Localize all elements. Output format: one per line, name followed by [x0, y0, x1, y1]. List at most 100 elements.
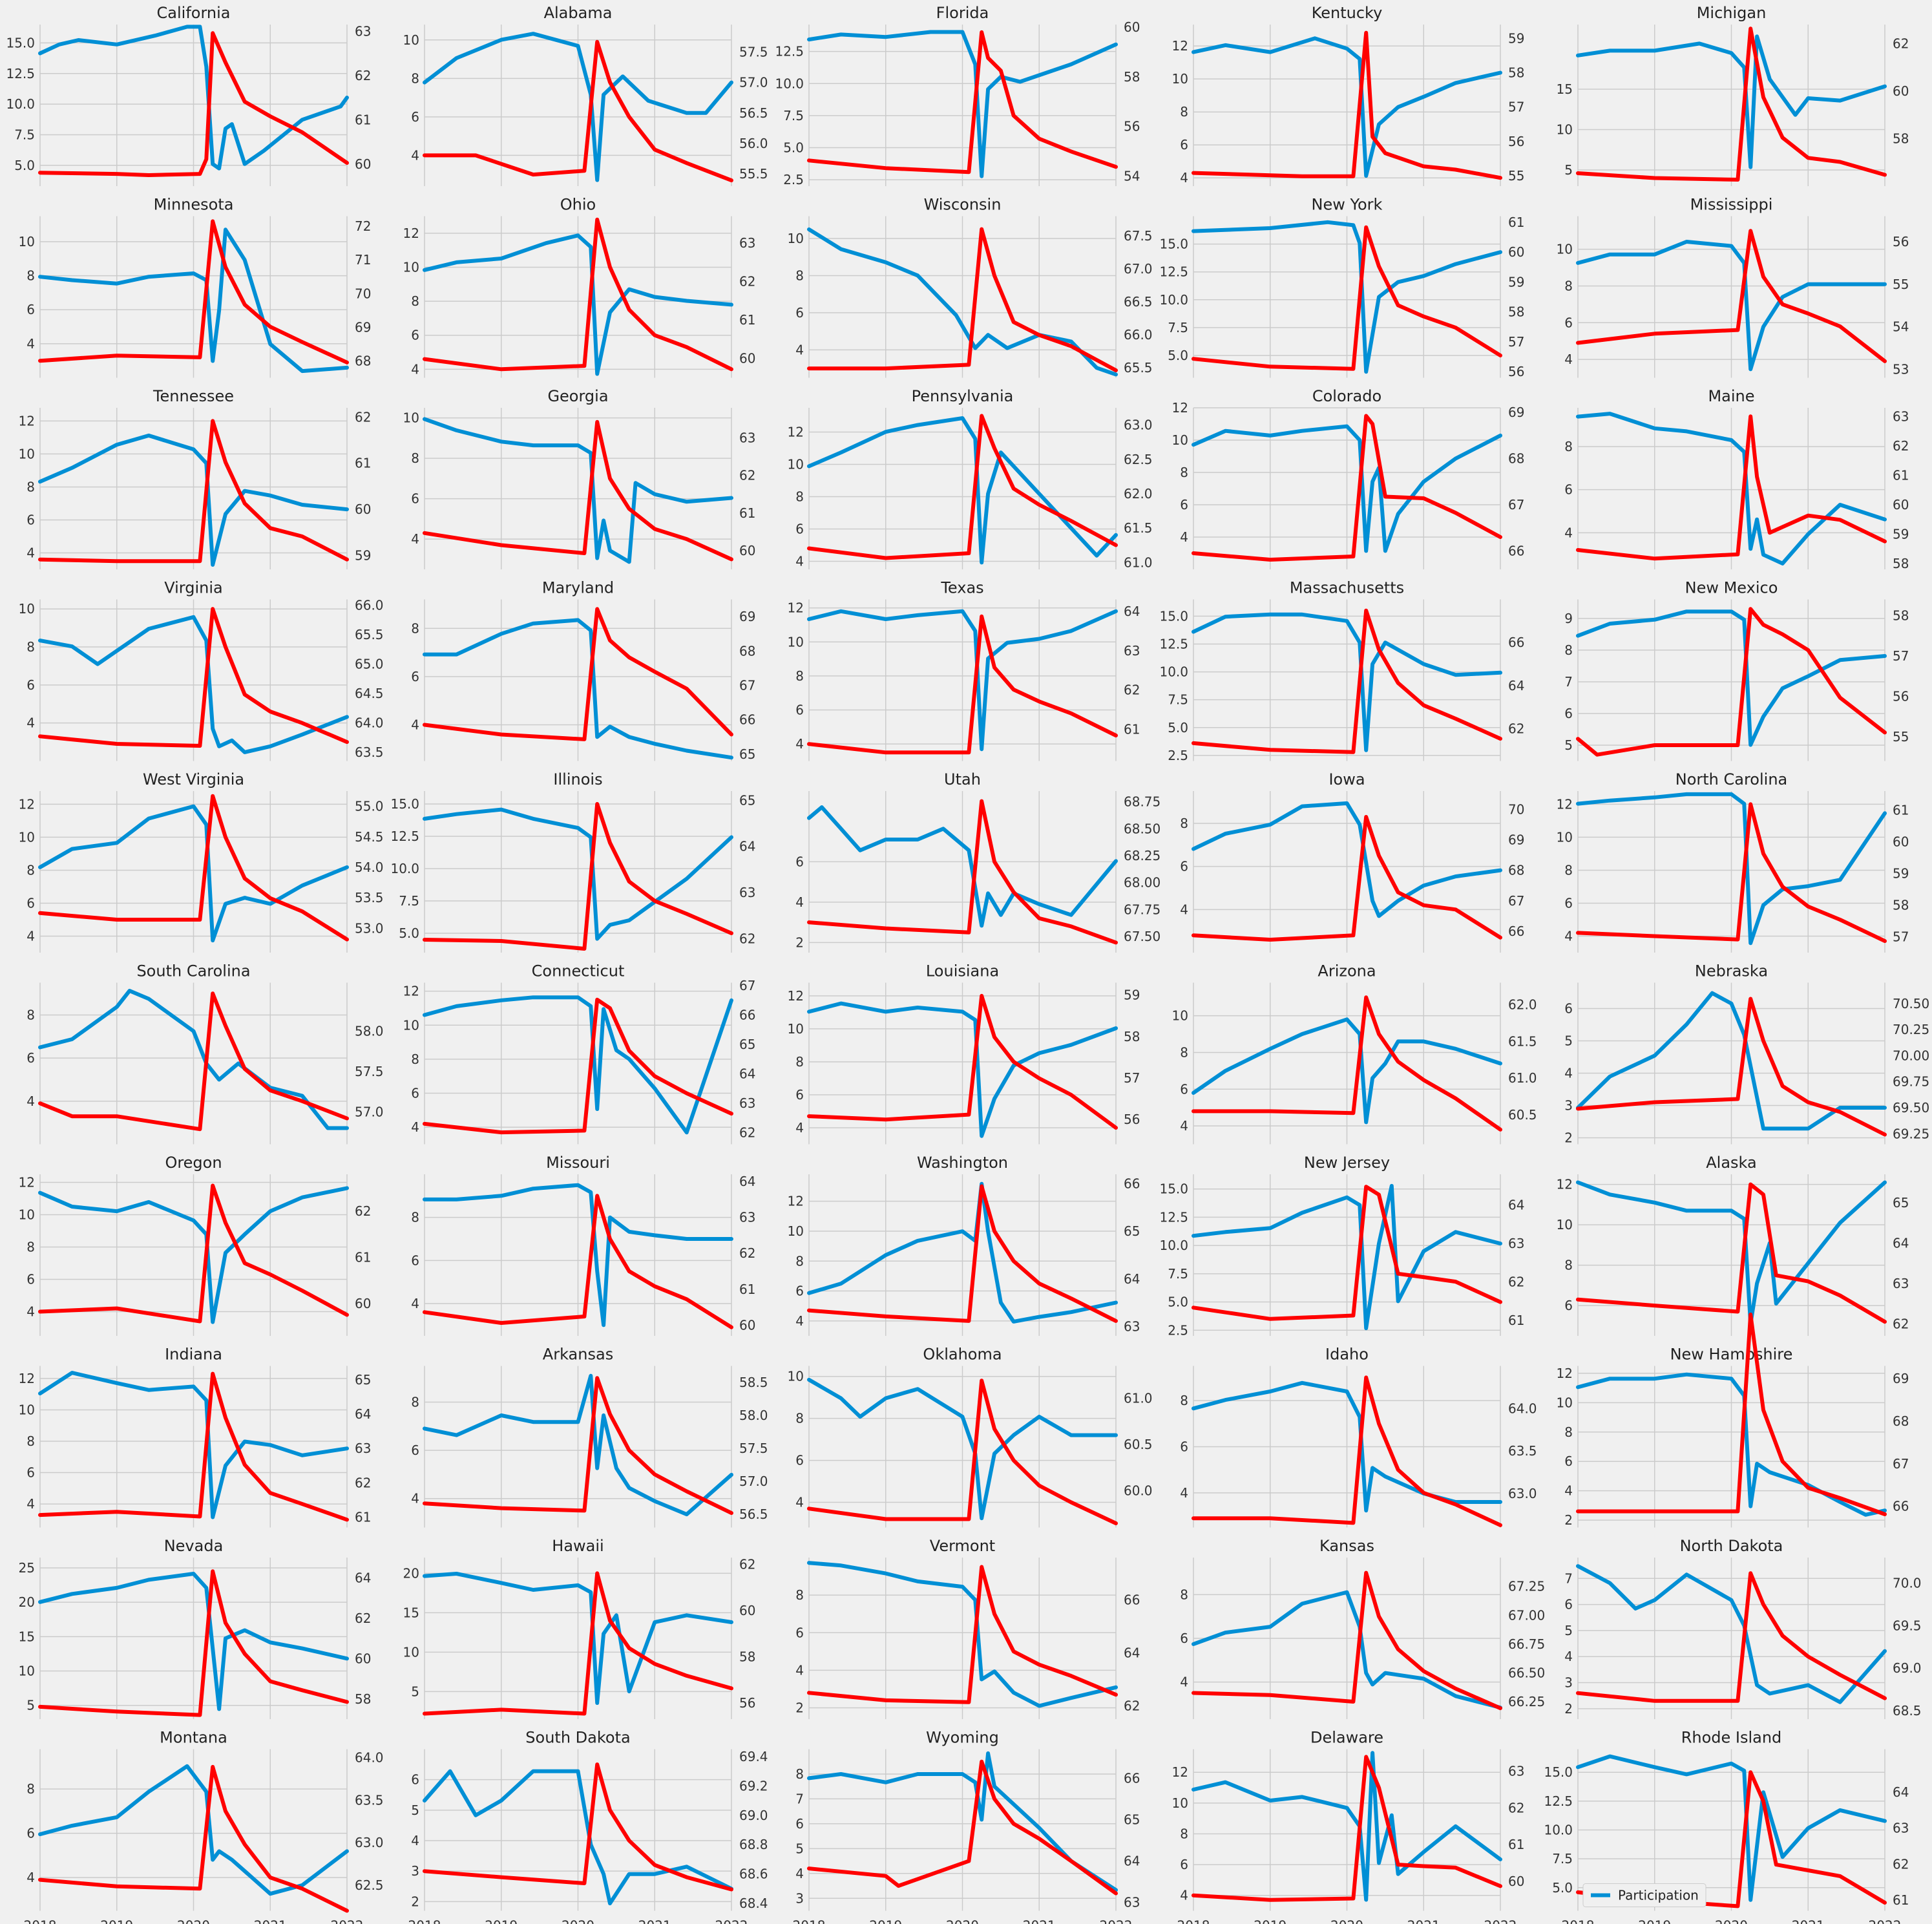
right-tick-label: 69.4	[739, 1749, 768, 1764]
panel-arkansas: 4 6 8 56.5 57.0 57.5 58.0 58.5 Arkansas	[411, 1346, 768, 1528]
right-tick-label: 56	[1893, 234, 1909, 249]
participation-line	[38, 1186, 349, 1324]
participation-line	[38, 1764, 349, 1896]
right-tick-label: 55.0	[355, 799, 384, 814]
left-tick-label: 8	[795, 1411, 804, 1426]
unemployment-line	[807, 614, 1118, 755]
right-tick-label: 69	[1893, 1371, 1909, 1386]
panel-title: Wyoming	[926, 1729, 999, 1747]
right-tick-label: 59	[355, 548, 371, 564]
right-tick-label: 65.0	[355, 657, 384, 672]
left-tick-label: 12	[1557, 1366, 1573, 1381]
right-tick-label: 55	[1893, 277, 1909, 292]
right-tick-label: 63	[355, 23, 371, 39]
left-tick-label: 10	[403, 32, 419, 48]
right-tick-label: 69	[1508, 405, 1524, 420]
unemployment-line	[423, 1762, 733, 1892]
panel-tennessee: 4 6 8 10 12 59 60 61 62 Tennessee	[19, 387, 371, 569]
right-tick-label: 56	[1508, 134, 1524, 149]
right-tick-label: 64	[355, 1406, 371, 1422]
left-tick-label: 2	[411, 1894, 419, 1909]
left-tick-label: 4	[1180, 1675, 1188, 1690]
left-tick-label: 8	[795, 489, 804, 505]
unemployment-line	[423, 1376, 733, 1516]
left-tick-label: 4	[26, 928, 35, 944]
right-tick-label: 60	[1508, 1874, 1524, 1889]
unemployment-line	[807, 993, 1118, 1130]
left-tick-label: 10	[788, 1369, 804, 1384]
left-tick-label: 6	[795, 1625, 804, 1640]
left-tick-label: 10	[19, 601, 35, 617]
participation-line	[807, 805, 1118, 928]
participation-line	[423, 618, 733, 760]
x-tick-label: 2019	[100, 1918, 133, 1924]
right-tick-label: 68.00	[1124, 875, 1160, 891]
left-tick-label: 6	[795, 1284, 804, 1299]
left-tick-label: 7.5	[1552, 1851, 1573, 1866]
left-tick-label: 10	[19, 829, 35, 845]
left-tick-label: 6	[411, 1086, 419, 1101]
right-tick-label: 65.5	[1124, 360, 1153, 375]
unemployment-line	[1192, 225, 1502, 371]
left-tick-label: 6	[411, 1253, 419, 1268]
left-tick-label: 8	[1180, 1393, 1188, 1408]
right-tick-label: 70	[355, 286, 371, 301]
panel-illinois: 5.0 7.5 10.0 12.5 15.0 62 63 64 65 Illinois	[390, 770, 755, 953]
right-tick-label: 61	[355, 112, 371, 127]
right-tick-label: 64	[1508, 678, 1524, 693]
right-tick-label: 55	[1893, 729, 1909, 745]
panel-montana: 4 6 8 62.5 63.0 63.5 64.0 Montana 2018 2019 2020 20…	[24, 1729, 384, 1924]
unemployment-line	[807, 1379, 1118, 1525]
panel-title: Tennessee	[152, 387, 234, 405]
left-tick-label: 12.5	[1159, 264, 1188, 280]
left-tick-label: 6	[1564, 482, 1573, 498]
left-tick-label: 2	[1564, 1701, 1573, 1717]
right-tick-label: 58.5	[739, 1375, 768, 1390]
participation-line	[1192, 36, 1502, 178]
left-tick-label: 10.0	[390, 861, 419, 876]
left-tick-label: 8	[1564, 642, 1573, 658]
left-tick-label: 6	[26, 1826, 35, 1841]
left-tick-label: 12	[1172, 38, 1188, 54]
unemployment-line	[423, 997, 733, 1135]
panel-title: California	[157, 4, 231, 22]
left-tick-label: 8	[411, 1210, 419, 1225]
left-tick-label: 4	[795, 1662, 804, 1678]
panel-north-carolina: 4 6 8 10 12 57 58 59 60 61 North Carolina	[1557, 770, 1909, 953]
panel-title: Ohio	[560, 196, 596, 214]
right-tick-label: 61	[355, 456, 371, 471]
right-tick-label: 60.5	[1508, 1107, 1537, 1123]
right-tick-label: 57	[1508, 100, 1524, 115]
right-tick-label: 63	[739, 885, 755, 900]
left-tick-label: 12.5	[1159, 1209, 1188, 1225]
left-tick-label: 6	[1180, 1631, 1188, 1646]
left-tick-label: 10	[1172, 1795, 1188, 1811]
right-tick-label: 63.0	[1508, 1486, 1537, 1501]
left-tick-label: 4	[411, 361, 419, 377]
right-tick-label: 60.0	[1124, 1483, 1153, 1498]
panel-pennsylvania: 4 6 8 10 12 61.0 61.5 62.0 62.5 63.0 Pennsylvania	[788, 387, 1153, 570]
right-tick-label: 65	[739, 746, 755, 762]
unemployment-line	[1576, 414, 1887, 561]
right-tick-label: 56	[1124, 119, 1140, 134]
right-tick-label: 64	[1893, 1235, 1909, 1251]
left-tick-label: 6	[411, 491, 419, 507]
participation-line	[423, 417, 733, 564]
left-tick-label: 10	[19, 234, 35, 249]
right-tick-label: 61	[355, 1510, 371, 1525]
right-tick-label: 58	[1893, 131, 1909, 146]
right-tick-label: 54	[1124, 169, 1140, 184]
panel-title: Vermont	[930, 1537, 995, 1555]
panel-west-virginia: 4 6 8 10 12 53.0 53.5 54.0 54.5 55.0 West Virginia	[19, 770, 384, 953]
left-tick-label: 8	[1564, 1424, 1573, 1440]
panel-title: Michigan	[1697, 4, 1767, 22]
right-tick-label: 64	[1124, 1271, 1140, 1287]
right-tick-label: 63	[739, 430, 755, 446]
panel-nebraska: 2 3 4 5 6 69.25 69.50 69.75 70.00 70.25 70.50 Nebra…	[1564, 962, 1929, 1146]
x-tick-label: 2018	[1177, 1918, 1210, 1924]
panel-title: Arizona	[1318, 962, 1376, 980]
right-tick-label: 59	[1893, 865, 1909, 881]
left-tick-label: 5.0	[1552, 1880, 1573, 1896]
right-tick-label: 61.0	[1124, 1391, 1153, 1406]
